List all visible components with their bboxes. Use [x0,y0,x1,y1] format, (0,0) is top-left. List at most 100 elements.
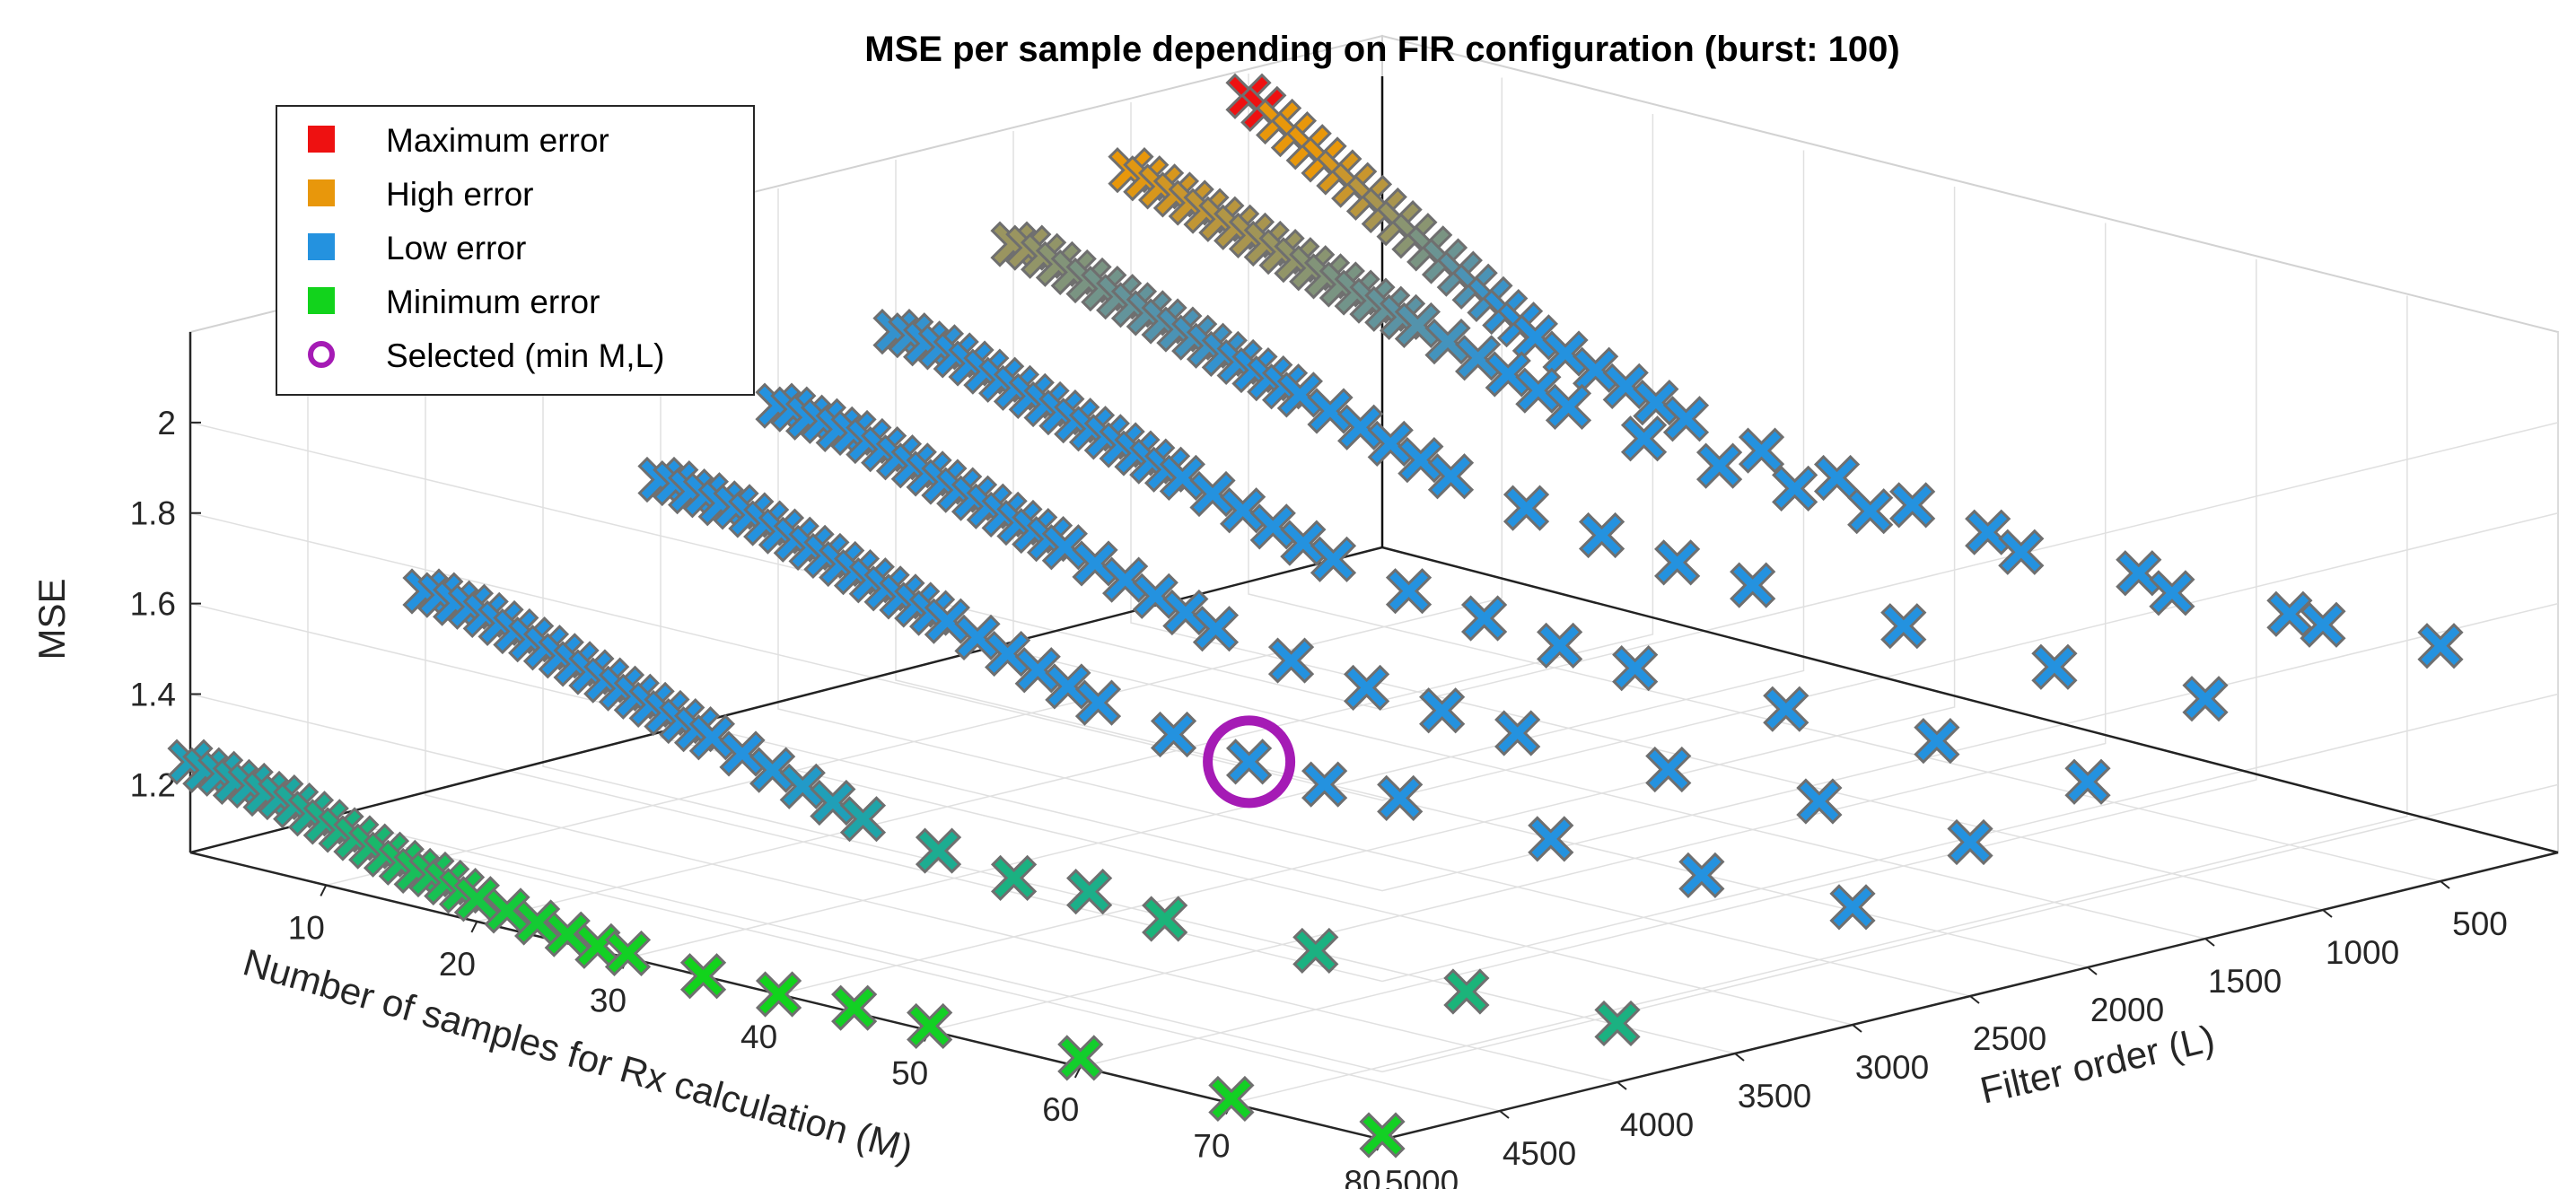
data-point-L2500-M60 [1645,746,1692,793]
data-point-L2000-M70 [1914,718,1960,765]
legend: Maximum error High error Low error Minim… [276,105,755,396]
data-point-L2000-M28 [1280,520,1327,566]
data-point-L2000-M24 [1220,487,1266,534]
data-point-L2500-M50 [1494,710,1541,756]
legend-swatch-high [308,179,335,206]
data-point-L5000-M80 [1359,1112,1406,1158]
data-point-L1500-M30 [1427,453,1475,500]
data-point-L1000-M20 [1394,302,1441,349]
data-point-L1500-M80 [2182,676,2229,722]
legend-swatch-selected [308,341,335,368]
data-point-L2000-M80 [2064,758,2111,805]
data-point-L1500-M28 [1398,436,1444,484]
legend-label-selected: Selected (min M,L) [386,337,665,374]
data-point-L4000-M35 [915,827,962,874]
l-tick-mark-6 [1734,1053,1745,1062]
data-point-L4000-M26 [779,763,826,809]
data-point-L2500-M26 [1132,573,1178,619]
data-point-L3000-M80 [1829,884,1876,931]
data-point-L3000-M40 [1225,739,1273,785]
data-point-L1000-M60 [1998,529,2045,575]
legend-label-high: High error [386,176,534,213]
l-tick-label-9: 5000 [1385,1164,1459,1189]
data-point-L1500-M50 [1730,562,1776,608]
data-point-L500-M30 [1662,396,1710,442]
data-point-L2500-M24 [1102,556,1149,603]
data-point-L1000-M50 [1847,488,1894,535]
l-tick-label-0: 500 [2452,905,2508,942]
data-point-L5000-M60 [1057,1035,1104,1081]
grid-line-m4 [929,223,2107,1032]
l-tick-mark-3 [2087,966,2098,975]
m-tick-label-1: 20 [439,946,476,983]
data-point-L2500-M30 [1192,606,1240,652]
data-point-L5000-M30 [604,930,652,977]
legend-swatch-min [308,287,335,314]
m-tick-label-5: 60 [1042,1091,1079,1128]
data-point-L5000-M28 [574,922,621,969]
grid-lines [189,74,2559,1141]
data-point-L3000-M70 [1678,852,1725,899]
l-tick-mark-1 [2322,909,2333,918]
data-point-L4000-M20 [688,714,735,761]
data-point-L1500-M45 [1654,539,1701,586]
chart-title: MSE per sample depending on FIR configur… [864,30,1899,69]
data-point-L500-M45 [1889,482,1936,529]
m-tick-label-3: 40 [740,1019,777,1055]
m-tick-label-7: 80 [1344,1164,1380,1189]
l-tick-label-4: 2500 [1973,1020,2046,1057]
grid-line-z1 [189,693,2559,983]
data-point-L2000-M30 [1310,536,1357,582]
data-point-L1500-M22 [1307,388,1354,434]
data-point-L1000-M45 [1772,465,1818,512]
legend-label-max: Maximum error [386,122,609,159]
m-tick-label-6: 70 [1193,1127,1230,1164]
data-point-L1500-M26 [1367,420,1414,468]
data-point-L2000-M22 [1189,470,1236,518]
m-tick-mark-5 [1073,1066,1082,1079]
data-point-L1000-M35 [1620,415,1668,462]
data-point-L5000-M70 [1208,1075,1255,1123]
selected-point-ring [1203,715,1296,809]
data-point-L5000-M26 [544,911,591,957]
data-point-L3000-M26 [1014,647,1061,694]
grid-line-l7 [425,275,1618,1083]
legend-label-low: Low error [386,230,526,267]
legend-swatch-low [308,233,335,260]
l-tick-mark-4 [1969,995,1980,1004]
l-tick-label-3: 2000 [2090,992,2164,1028]
mse-tick-label-3: 1.8 [130,495,176,532]
data-point-L4000-M80 [1594,1000,1641,1047]
l-tick-label-8: 4500 [1503,1135,1576,1172]
data-point-L5000-M50 [907,1002,953,1050]
grid-line-m2 [627,150,1805,959]
data-point-L3000-M45 [1301,761,1348,808]
data-point-L4000-M60 [1292,927,1339,975]
data-point-L4000-M45 [1066,869,1113,915]
data-point-L1000-M24 [1455,335,1502,381]
grid-line-z0 [189,783,2559,1073]
data-point-L500-M80 [2417,623,2464,669]
data-point-L2000-M20 [1159,454,1205,501]
data-point-L5000-M20 [453,876,500,922]
data-point-L2500-M35 [1267,637,1315,684]
data-point-L4000-M40 [990,854,1038,902]
l-tick-label-7: 4000 [1620,1106,1694,1143]
mse-tick-label-1: 1.4 [130,676,176,713]
data-point-L500-M60 [2116,550,2162,597]
data-point-L5000-M40 [755,971,802,1018]
data-point-L1000-M70 [2149,570,2195,616]
data-point-L2500-M28 [1162,589,1209,636]
data-point-L500-M35 [1738,427,1785,474]
data-point-L1000-M22 [1424,319,1471,365]
l-tick-mark-7 [1617,1081,1627,1090]
data-point-L1000-M26 [1485,351,1531,398]
data-point-L2500-M70 [1796,778,1843,825]
l-tick-mark-5 [1852,1024,1862,1033]
m-tick-label-4: 50 [891,1054,928,1091]
data-point-L1500-M20 [1276,372,1323,418]
data-point-L1500-M60 [1880,603,1927,650]
floor-back-left-edge [189,546,1383,854]
l-tick-label-1: 1000 [2326,934,2399,971]
